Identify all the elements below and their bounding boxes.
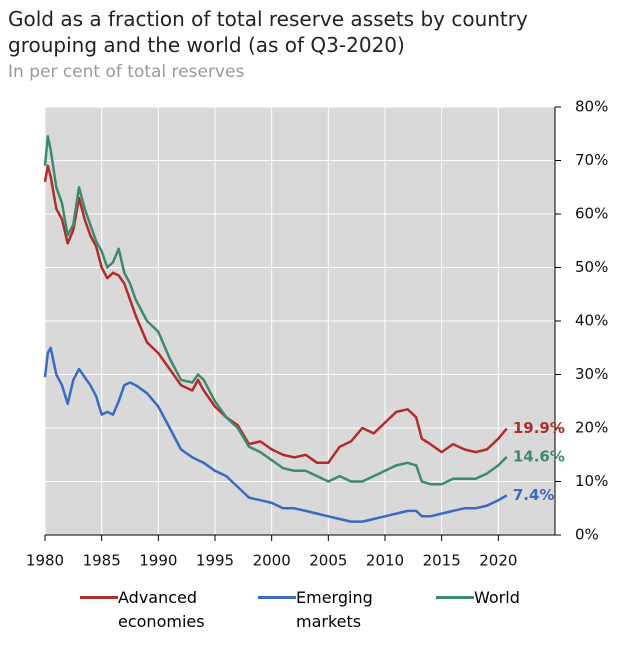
legend-item: World xyxy=(436,586,584,610)
x-tick-label: 1995 xyxy=(196,552,234,570)
legend-swatch xyxy=(436,596,474,599)
legend-swatch xyxy=(258,596,296,599)
legend-item: Emerging markets xyxy=(258,586,406,634)
chart-title: Gold as a fraction of total reserve asse… xyxy=(8,7,528,57)
y-tick-label: 40% xyxy=(575,312,608,330)
y-tick-label: 20% xyxy=(575,419,608,437)
legend-label: Advanced economies xyxy=(118,588,205,631)
chart-subtitle: In per cent of total reserves xyxy=(8,62,245,82)
y-tick-label: 80% xyxy=(575,98,608,116)
y-tick-label: 60% xyxy=(575,205,608,223)
series-line xyxy=(43,346,508,523)
x-tick-label: 1985 xyxy=(83,552,121,570)
end-label: 7.4% xyxy=(513,486,555,504)
x-tick-label: 2010 xyxy=(366,552,404,570)
y-tick-label: 30% xyxy=(575,365,608,383)
end-label: 14.6% xyxy=(513,447,565,465)
y-tick-label: 50% xyxy=(575,258,608,276)
x-tick-label: 1980 xyxy=(26,552,64,570)
legend-label: Emerging markets xyxy=(296,588,373,631)
series-line xyxy=(43,135,508,486)
legend-label: World xyxy=(474,588,520,607)
end-label: 19.9% xyxy=(513,419,565,437)
x-tick-label: 2005 xyxy=(309,552,347,570)
x-tick-label: 2020 xyxy=(479,552,517,570)
y-tick-label: 0% xyxy=(575,526,599,544)
legend-swatch xyxy=(80,596,118,599)
x-tick-label: 2015 xyxy=(423,552,461,570)
legend-item: Advanced economies xyxy=(80,586,228,634)
x-tick-label: 2000 xyxy=(253,552,291,570)
y-tick-label: 70% xyxy=(575,151,608,169)
y-tick-label: 10% xyxy=(575,472,608,490)
x-tick-label: 1990 xyxy=(139,552,177,570)
